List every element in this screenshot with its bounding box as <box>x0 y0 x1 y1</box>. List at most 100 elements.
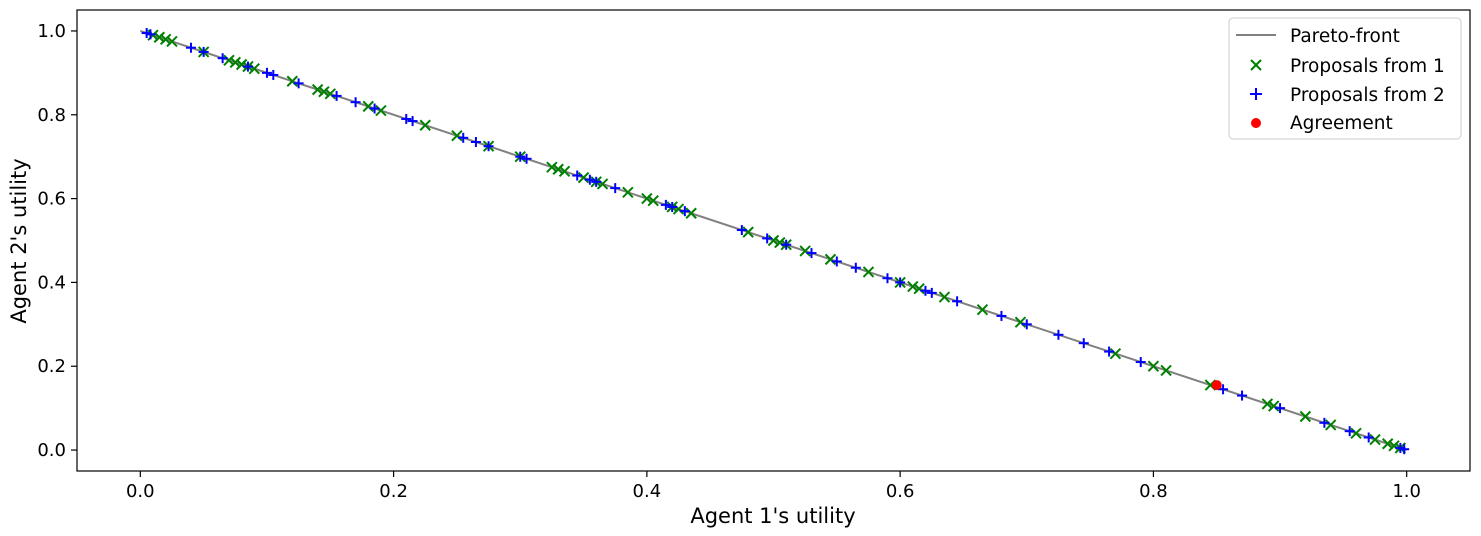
proposal-1-point <box>596 178 609 190</box>
proposal-1-point <box>1261 398 1274 410</box>
proposal-2-point <box>1237 390 1248 401</box>
proposal-2-point <box>831 256 842 267</box>
proposal-2-point <box>781 239 792 250</box>
proposal-1-point <box>742 226 754 238</box>
proposal-2-point <box>996 310 1007 321</box>
proposal-1-point <box>324 88 336 100</box>
proposal-2-point <box>1104 346 1115 357</box>
proposal-1-point <box>672 203 685 215</box>
proposal-2-point <box>268 69 279 80</box>
proposal-2-point <box>806 248 817 259</box>
proposal-1-point <box>1147 360 1160 372</box>
y-tick-label: 0.8 <box>37 105 66 126</box>
proposal-1-point <box>824 253 837 266</box>
proposal-2-point <box>1275 403 1286 414</box>
proposal-1-point <box>159 33 172 46</box>
proposal-2-point <box>660 199 671 210</box>
proposal-1-point <box>362 100 374 113</box>
proposal-2-point <box>293 78 304 89</box>
proposal-2-point <box>369 103 380 114</box>
y-tick-label: 0.4 <box>37 272 66 293</box>
y-axis-ticks: 0.0 0.2 0.4 0.6 0.8 1.0 <box>37 21 77 461</box>
proposal-2-point <box>458 132 469 143</box>
proposal-1-point <box>558 165 571 178</box>
proposal-2-point <box>185 42 196 53</box>
y-tick-label: 0.2 <box>37 356 66 377</box>
legend-label-pareto: Pareto-front <box>1290 26 1400 47</box>
proposal-1-point <box>577 171 590 184</box>
proposal-1-point <box>976 303 989 316</box>
proposal-1-point <box>862 266 875 278</box>
proposal-1-point <box>166 35 178 48</box>
proposal-2-point <box>261 67 272 78</box>
proposal-1-point <box>375 104 387 117</box>
proposal-2-point <box>242 61 253 72</box>
x-tick-label: 0.8 <box>1139 481 1168 502</box>
x-tick-label: 0.0 <box>126 481 155 502</box>
proposal-1-point <box>419 119 431 131</box>
proposal-2-point <box>331 90 342 101</box>
proposal-1-point <box>318 86 330 98</box>
proposal-2-point <box>198 46 209 57</box>
proposal-2-point <box>679 206 690 217</box>
proposal-1-point <box>1381 438 1394 450</box>
proposal-2-point <box>483 141 494 152</box>
proposal-1-point <box>938 291 951 303</box>
proposal-1-point <box>546 161 558 173</box>
proposal-2-point <box>1363 432 1374 443</box>
proposal-2-point <box>610 183 621 194</box>
plot-frame <box>76 9 1471 472</box>
agreement-point <box>1211 380 1222 391</box>
proposal-2-point <box>667 201 678 212</box>
y-tick-label: 0.0 <box>37 440 66 461</box>
proposal-2-point <box>407 116 418 127</box>
proposal-2-point <box>952 296 963 307</box>
proposal-2-point <box>515 151 526 162</box>
proposal-2-point <box>572 170 583 181</box>
proposal-2-point <box>1021 319 1032 330</box>
x-tick-label: 0.6 <box>886 481 915 502</box>
proposal-1-point <box>1350 427 1362 439</box>
proposal-2-point <box>895 277 906 288</box>
proposal-1-point <box>1324 419 1337 431</box>
proposal-2-point <box>1218 384 1229 395</box>
proposal-2-point <box>882 273 893 284</box>
proposal-2-point <box>470 137 481 148</box>
proposal-1-point <box>1014 316 1027 328</box>
legend-x-marker <box>1250 59 1262 71</box>
proposal-2-point <box>584 174 595 185</box>
proposal-1-point <box>767 234 780 247</box>
legend-label-proposals-1: Proposals from 1 <box>1290 56 1445 77</box>
proposal-1-point <box>451 130 463 142</box>
proposal-1-point <box>311 83 324 96</box>
legend-box <box>1228 17 1462 140</box>
data-marks-layer <box>141 28 1410 455</box>
proposal-2-point <box>1135 357 1146 368</box>
proposal-2-point <box>401 113 412 124</box>
proposal-2-point <box>920 285 931 296</box>
proposal-1-point <box>641 192 653 205</box>
x-axis-ticks: 0.0 0.2 0.4 0.6 0.8 1.0 <box>126 471 1421 502</box>
x-axis-label: Agent 1's utility <box>690 504 855 528</box>
proposal-2-point <box>1344 426 1355 437</box>
proposal-1-point <box>286 75 298 87</box>
proposal-2-point <box>926 287 937 298</box>
proposal-1-point <box>913 282 925 295</box>
proposal-1-point <box>647 194 659 207</box>
x-tick-label: 0.4 <box>633 481 662 502</box>
legend-agreement-marker <box>1251 118 1261 128</box>
proposal-1-point <box>622 186 634 199</box>
proposal-1-point <box>1299 410 1312 423</box>
proposal-2-point <box>350 97 361 108</box>
proposal-1-point <box>907 280 919 293</box>
y-tick-label: 0.6 <box>37 189 66 210</box>
proposal-1-point <box>153 31 166 43</box>
y-tick-label: 1.0 <box>37 21 66 42</box>
proposal-2-point <box>145 29 156 40</box>
proposal-1-point <box>1160 364 1172 377</box>
proposal-2-point <box>736 225 747 236</box>
proposal-2-point <box>1319 417 1330 428</box>
proposal-1-point <box>223 54 235 66</box>
legend-label-agreement: Agreement <box>1290 113 1393 134</box>
